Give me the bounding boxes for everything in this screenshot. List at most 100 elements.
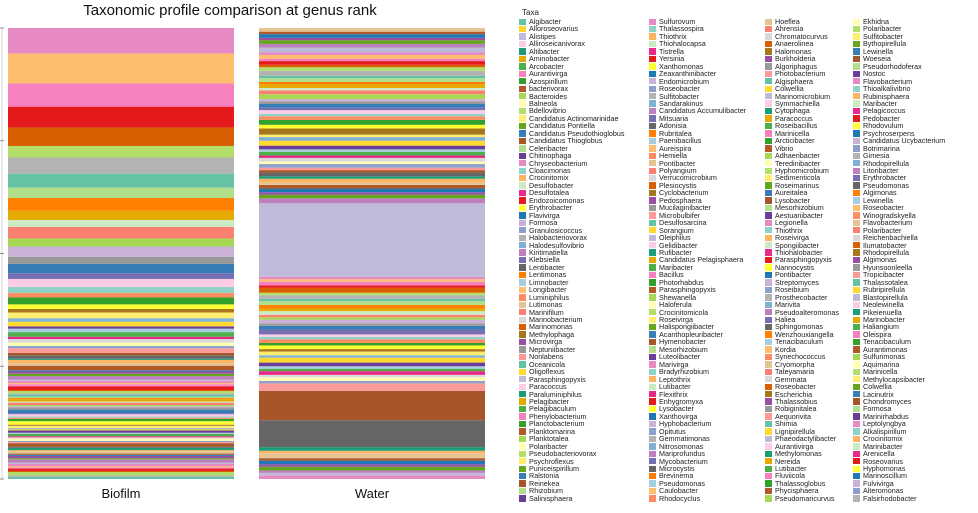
legend-swatch xyxy=(649,317,656,323)
legend-swatch xyxy=(519,413,526,419)
legend-swatch xyxy=(853,197,860,203)
legend-swatch xyxy=(853,227,860,233)
legend-item: Pseudomaricurvus xyxy=(765,495,835,502)
legend-swatch xyxy=(765,78,772,84)
legend-swatch xyxy=(765,361,772,367)
biofilm-segment xyxy=(8,428,234,429)
water-segment xyxy=(259,467,485,471)
legend-swatch xyxy=(649,458,656,464)
legend-swatch xyxy=(765,458,772,464)
legend-swatch xyxy=(853,26,860,32)
legend-swatch xyxy=(853,160,860,166)
legend-swatch xyxy=(853,436,860,442)
water-segment xyxy=(259,149,485,151)
legend-swatch xyxy=(649,190,656,196)
legend-swatch xyxy=(765,100,772,106)
biofilm-segment xyxy=(8,198,234,211)
biofilm-segment xyxy=(8,443,234,446)
legend-swatch xyxy=(519,175,526,181)
biofilm-segment xyxy=(8,53,234,83)
biofilm-segment xyxy=(8,371,234,373)
legend-swatch xyxy=(765,398,772,404)
water-segment xyxy=(259,301,485,305)
water-segment xyxy=(259,293,485,295)
legend-swatch xyxy=(765,130,772,136)
legend-swatch xyxy=(649,376,656,382)
water-segment xyxy=(259,323,485,325)
legend-swatch xyxy=(519,451,526,457)
water-segment xyxy=(259,451,485,453)
legend-swatch xyxy=(765,272,772,278)
biofilm-segment xyxy=(8,477,234,479)
biofilm-segment xyxy=(8,346,234,348)
legend-swatch xyxy=(765,257,772,263)
legend-swatch xyxy=(519,361,526,367)
legend-swatch xyxy=(519,257,526,263)
biofilm-segment xyxy=(8,366,234,371)
legend-swatch xyxy=(519,480,526,486)
legend-swatch xyxy=(649,488,656,494)
legend-swatch xyxy=(765,384,772,390)
water-segment xyxy=(259,88,485,90)
legend-swatch xyxy=(519,19,526,25)
legend-swatch xyxy=(853,123,860,129)
legend-swatch xyxy=(649,205,656,211)
legend-swatch xyxy=(765,26,772,32)
legend-swatch xyxy=(649,443,656,449)
biofilm-segment xyxy=(8,406,234,407)
legend-swatch xyxy=(765,220,772,226)
water-segment xyxy=(259,120,485,125)
legend-swatch xyxy=(853,391,860,397)
water-segment xyxy=(259,375,485,377)
legend-swatch xyxy=(853,302,860,308)
biofilm-segment xyxy=(8,309,234,312)
legend-swatch xyxy=(853,257,860,263)
legend-swatch xyxy=(519,287,526,293)
water-segment xyxy=(259,461,485,465)
legend-swatch xyxy=(765,160,772,166)
legend-swatch xyxy=(853,100,860,106)
legend-swatch xyxy=(519,235,526,241)
biofilm-segment xyxy=(8,304,234,309)
legend-swatch xyxy=(853,317,860,323)
biofilm-segment xyxy=(8,348,234,353)
legend-swatch xyxy=(649,324,656,330)
biofilm-segment xyxy=(8,188,234,198)
stacked-bar-chart: Biofilm Water xyxy=(0,0,510,513)
legend-swatch xyxy=(649,145,656,151)
legend-swatch xyxy=(853,309,860,315)
legend-swatch xyxy=(765,466,772,472)
biofilm-segment xyxy=(8,426,234,428)
legend-swatch xyxy=(649,272,656,278)
biofilm-segment xyxy=(8,417,234,418)
biofilm-segment xyxy=(8,353,234,355)
biofilm-segment xyxy=(8,439,234,441)
water-segment xyxy=(259,315,485,317)
legend-swatch xyxy=(519,428,526,434)
legend-swatch xyxy=(519,56,526,62)
legend-swatch xyxy=(519,182,526,188)
legend-swatch xyxy=(649,123,656,129)
water-segment xyxy=(259,299,485,301)
legend-swatch xyxy=(853,220,860,226)
biofilm-segment xyxy=(8,297,234,304)
water-segment xyxy=(259,355,485,357)
legend-swatch xyxy=(649,41,656,47)
legend-swatch xyxy=(519,369,526,375)
legend-swatch xyxy=(519,123,526,129)
biofilm-segment xyxy=(8,436,234,437)
legend-swatch xyxy=(649,421,656,427)
legend-swatch xyxy=(853,235,860,241)
biofilm-segment xyxy=(8,329,234,332)
legend-swatch xyxy=(519,421,526,427)
water-segment xyxy=(259,40,485,44)
legend-swatch xyxy=(649,197,656,203)
legend-swatch xyxy=(765,317,772,323)
legend-label: Falsirhodobacter xyxy=(863,494,917,503)
water-segment xyxy=(259,78,485,82)
legend-swatch xyxy=(853,287,860,293)
water-segment xyxy=(259,71,485,76)
legend-swatch xyxy=(519,384,526,390)
legend-swatch xyxy=(765,227,772,233)
legend-swatch xyxy=(649,71,656,77)
